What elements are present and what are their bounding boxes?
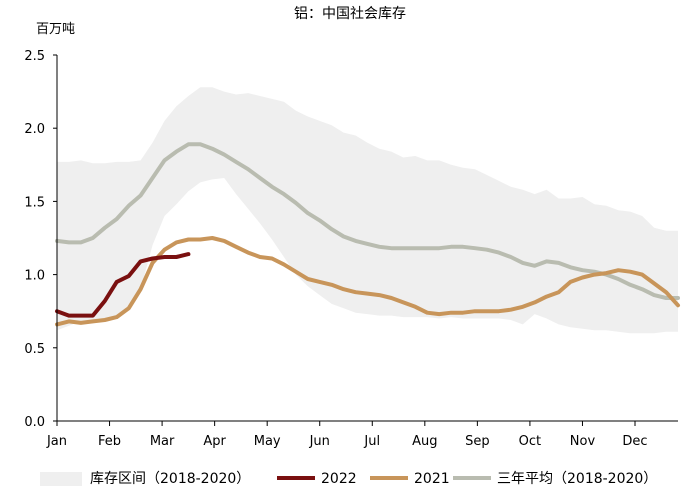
x-tick-label: May	[254, 434, 281, 449]
y-tick-label: 1.5	[24, 195, 45, 210]
x-tick-label: Oct	[519, 434, 541, 449]
series-line-1	[55, 236, 680, 327]
legend-label: 三年平均（2018-2020）	[497, 471, 657, 487]
series-lines	[55, 142, 680, 327]
x-tick-label: Jun	[309, 434, 330, 449]
range-band-area	[57, 87, 678, 334]
x-tick-label: Mar	[150, 434, 175, 449]
x-tick-label: Feb	[98, 434, 121, 449]
series-line-0	[55, 252, 191, 318]
series-line-2	[55, 142, 680, 300]
x-tick-label: Sep	[465, 434, 490, 449]
x-tick-label: Apr	[203, 434, 226, 449]
x-tick-label: Nov	[570, 434, 596, 449]
legend-swatch-band	[40, 472, 82, 486]
x-tick-label: Jan	[46, 434, 67, 449]
axes: 0.0 0.5 1.0 1.5 2.0 2.5 Jan Feb Mar Apr May Jun Jul A…	[24, 49, 678, 449]
x-tick-label: Jul	[363, 434, 380, 449]
legend-label: 2021	[414, 471, 450, 487]
y-tick-label: 0.0	[24, 415, 45, 430]
y-axis-label: 百万吨	[36, 22, 75, 37]
y-tick-label: 0.5	[24, 342, 45, 357]
y-tick-label: 1.0	[24, 269, 45, 284]
y-tick-label: 2.5	[24, 49, 45, 64]
legend: 库存区间（2018-2020） 2022 2021 三年平均（2018-2020）	[40, 471, 657, 487]
legend-label: 库存区间（2018-2020）	[90, 471, 250, 487]
chart-title: 铝：中国社会库存	[294, 6, 406, 22]
x-tick-label: Dec	[622, 434, 647, 449]
legend-label: 2022	[321, 471, 357, 487]
x-tick-label: Aug	[412, 434, 437, 449]
y-tick-label: 2.0	[24, 122, 45, 137]
inventory-range-band	[57, 87, 678, 334]
